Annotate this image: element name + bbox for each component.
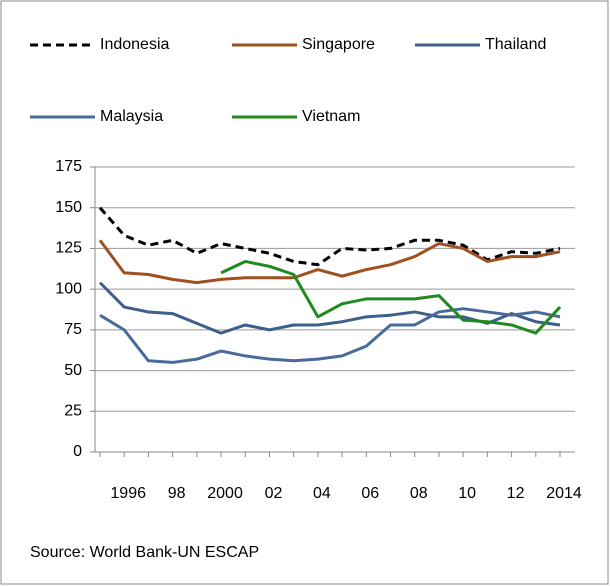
y-tick-label: 25 (64, 403, 82, 420)
y-tick-label: 125 (55, 240, 82, 257)
series-line (220, 259, 562, 335)
x-tick-label: 2000 (207, 485, 243, 502)
y-tick-label: 75 (64, 321, 82, 338)
y-tick-label: 0 (73, 443, 82, 460)
x-tick-label: 06 (361, 485, 379, 502)
x-tick-label: 08 (410, 485, 428, 502)
x-tick-label: 04 (313, 485, 331, 502)
x-tick-label: 98 (168, 485, 186, 502)
legend-label: Singapore (302, 36, 375, 53)
y-tick-label: 50 (64, 362, 82, 379)
x-tick-label: 2014 (546, 485, 582, 502)
series-line (98, 239, 561, 285)
x-tick-label: 10 (458, 485, 476, 502)
legend-label: Vietnam (302, 108, 360, 125)
x-tick-label: 12 (507, 485, 525, 502)
y-tick-label: 100 (55, 280, 82, 297)
legend-label: Indonesia (100, 36, 169, 53)
y-tick-label: 175 (55, 158, 82, 175)
y-tick-label: 150 (55, 199, 82, 216)
series-line (98, 206, 561, 267)
legend-label: Malaysia (100, 108, 163, 125)
legend-label: Thailand (485, 36, 546, 53)
source-note: Source: World Bank-UN ESCAP (30, 544, 259, 561)
x-tick-label: 1996 (110, 485, 146, 502)
series-line (99, 307, 561, 364)
x-tick-label: 02 (265, 485, 283, 502)
